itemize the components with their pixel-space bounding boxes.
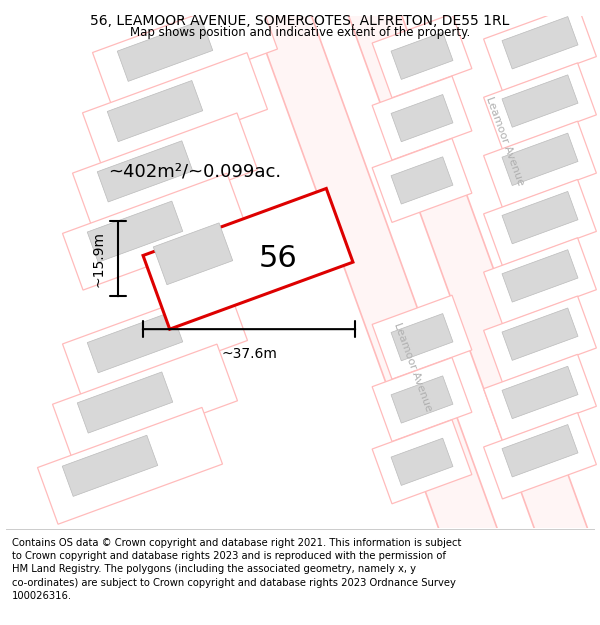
Text: ~402m²/~0.099ac.: ~402m²/~0.099ac. bbox=[109, 162, 281, 181]
Polygon shape bbox=[484, 354, 596, 441]
Polygon shape bbox=[502, 250, 578, 302]
Polygon shape bbox=[87, 312, 183, 372]
Polygon shape bbox=[502, 424, 578, 477]
Polygon shape bbox=[77, 372, 173, 433]
Polygon shape bbox=[391, 32, 453, 79]
Polygon shape bbox=[38, 408, 223, 524]
Polygon shape bbox=[484, 179, 596, 266]
Polygon shape bbox=[391, 314, 453, 361]
Polygon shape bbox=[62, 435, 158, 496]
Polygon shape bbox=[143, 189, 353, 329]
Polygon shape bbox=[502, 17, 578, 69]
Polygon shape bbox=[83, 52, 268, 169]
Polygon shape bbox=[117, 20, 213, 81]
Polygon shape bbox=[484, 121, 596, 208]
Polygon shape bbox=[107, 81, 203, 142]
Text: 56: 56 bbox=[259, 244, 298, 273]
Text: Map shows position and indicative extent of the property.: Map shows position and indicative extent… bbox=[130, 26, 470, 39]
Polygon shape bbox=[502, 133, 578, 186]
Polygon shape bbox=[502, 308, 578, 361]
Polygon shape bbox=[484, 63, 596, 149]
Polygon shape bbox=[372, 295, 472, 379]
Polygon shape bbox=[484, 4, 596, 91]
Text: ~37.6m: ~37.6m bbox=[221, 348, 277, 361]
Text: Contains OS data © Crown copyright and database right 2021. This information is : Contains OS data © Crown copyright and d… bbox=[12, 538, 461, 601]
Polygon shape bbox=[229, 0, 521, 612]
Text: 56, LEAMOOR AVENUE, SOMERCOTES, ALFRETON, DE55 1RL: 56, LEAMOOR AVENUE, SOMERCOTES, ALFRETON… bbox=[91, 14, 509, 28]
Polygon shape bbox=[502, 366, 578, 419]
Polygon shape bbox=[87, 201, 183, 262]
Polygon shape bbox=[92, 0, 277, 109]
Polygon shape bbox=[372, 138, 472, 222]
Polygon shape bbox=[484, 412, 596, 499]
Polygon shape bbox=[372, 14, 472, 98]
Polygon shape bbox=[502, 75, 578, 128]
Text: Leamoor Avenue: Leamoor Avenue bbox=[392, 321, 434, 413]
Text: ~15.9m: ~15.9m bbox=[92, 231, 106, 287]
Polygon shape bbox=[391, 438, 453, 486]
Polygon shape bbox=[153, 223, 233, 285]
Polygon shape bbox=[502, 191, 578, 244]
Polygon shape bbox=[73, 113, 257, 230]
Polygon shape bbox=[325, 0, 600, 611]
Polygon shape bbox=[53, 344, 238, 461]
Polygon shape bbox=[484, 296, 596, 382]
Polygon shape bbox=[484, 238, 596, 324]
Polygon shape bbox=[372, 76, 472, 160]
Polygon shape bbox=[372, 420, 472, 504]
Polygon shape bbox=[391, 94, 453, 142]
Polygon shape bbox=[62, 173, 247, 290]
Polygon shape bbox=[391, 376, 453, 423]
Text: Leamoor Avenue: Leamoor Avenue bbox=[484, 96, 526, 187]
Polygon shape bbox=[372, 357, 472, 441]
Polygon shape bbox=[391, 157, 453, 204]
Polygon shape bbox=[97, 141, 193, 202]
Polygon shape bbox=[62, 284, 247, 401]
